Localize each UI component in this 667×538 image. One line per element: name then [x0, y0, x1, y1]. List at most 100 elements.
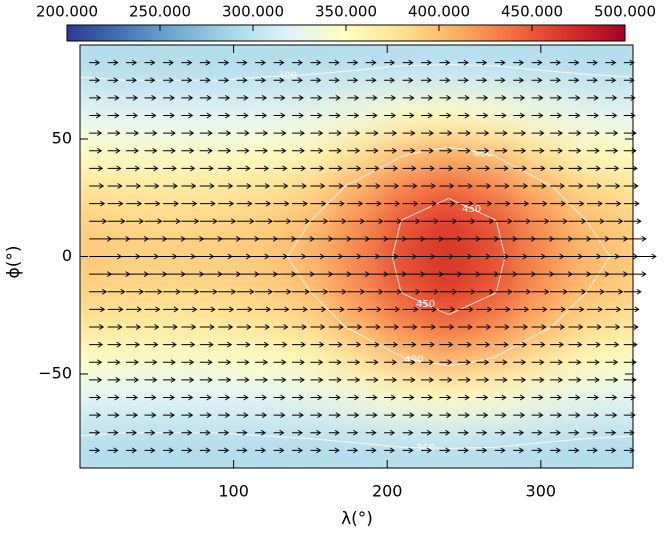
- wind-arrow: [365, 165, 380, 172]
- wind-arrow: [402, 306, 419, 313]
- wind-arrow: [550, 288, 568, 295]
- wind-arrow: [255, 94, 268, 101]
- wind-arrow: [236, 147, 250, 154]
- wind-arrow: [310, 130, 324, 137]
- wind-arrow: [550, 429, 561, 436]
- wind-arrow: [513, 165, 528, 172]
- wind-arrow: [273, 147, 287, 154]
- heat-cell: [470, 449, 519, 468]
- wind-arrow: [310, 429, 322, 436]
- wind-arrow: [291, 59, 303, 66]
- wind-arrow: [255, 59, 267, 66]
- wind-arrow: [236, 447, 248, 454]
- wind-arrow: [605, 130, 619, 137]
- wind-arrow: [144, 412, 157, 419]
- heat-cell: [608, 45, 633, 64]
- wind-arrow: [236, 359, 250, 366]
- wind-arrow: [568, 77, 580, 84]
- wind-arrow: [236, 112, 249, 119]
- wind-arrow: [236, 341, 251, 348]
- wind-arrow: [162, 130, 176, 137]
- wind-arrow: [273, 130, 287, 137]
- wind-arrow: [586, 218, 605, 225]
- wind-arrow: [236, 59, 248, 66]
- wind-arrow: [421, 200, 437, 207]
- wind-arrow: [218, 200, 235, 207]
- wind-arrow: [273, 376, 287, 383]
- wind-arrow: [550, 394, 562, 401]
- wind-arrow: [531, 341, 546, 348]
- wind-arrow: [365, 359, 379, 366]
- wind-arrow: [273, 324, 289, 330]
- wind-arrow: [199, 429, 211, 436]
- wind-arrow: [181, 376, 195, 383]
- wind-arrow: [291, 288, 310, 295]
- x-tick-label: 300: [526, 482, 557, 501]
- wind-arrow: [513, 218, 532, 225]
- wind-arrow: [568, 412, 581, 419]
- wind-arrow: [384, 447, 396, 454]
- wind-arrow: [310, 376, 324, 383]
- heat-cell: [240, 449, 289, 468]
- wind-arrow: [476, 200, 493, 207]
- wind-arrow: [605, 306, 622, 313]
- wind-arrow: [439, 147, 453, 154]
- wind-arrow: [439, 112, 452, 119]
- contour-label: 450: [416, 299, 435, 310]
- wind-arrow: [181, 412, 194, 419]
- wind-arrow: [531, 183, 547, 189]
- wind-arrow: [126, 412, 139, 419]
- wind-arrow: [550, 324, 565, 330]
- wind-arrow: [476, 359, 490, 366]
- wind-arrow: [550, 165, 564, 172]
- wind-arrow: [439, 288, 458, 295]
- wind-arrow: [236, 200, 253, 207]
- wind-arrow: [255, 306, 272, 313]
- wind-arrow: [144, 77, 156, 84]
- wind-arrow: [126, 341, 141, 348]
- wind-arrow: [347, 165, 362, 172]
- wind-arrow: [144, 94, 157, 101]
- wind-arrow: [144, 447, 156, 454]
- wind-arrow: [199, 77, 211, 84]
- wind-arrow: [457, 77, 469, 84]
- wind-arrow: [126, 77, 138, 84]
- wind-arrow: [365, 429, 377, 436]
- wind-arrow: [421, 130, 434, 137]
- wind-arrow: [236, 165, 251, 172]
- heat-cell: [378, 449, 427, 468]
- wind-arrow: [291, 183, 307, 189]
- wind-arrow: [126, 147, 140, 154]
- wind-arrow: [107, 429, 119, 436]
- wind-arrow: [439, 130, 453, 137]
- wind-arrow: [255, 130, 269, 137]
- wind-arrow: [439, 165, 454, 172]
- wind-arrow: [107, 324, 123, 330]
- wind-arrow: [89, 165, 104, 172]
- wind-arrow: [494, 341, 509, 348]
- wind-arrow: [236, 394, 249, 401]
- wind-arrow: [421, 359, 434, 366]
- wind-arrow: [402, 359, 416, 366]
- wind-arrow: [384, 94, 397, 101]
- wind-arrow: [476, 288, 495, 295]
- wind-arrow: [89, 394, 102, 401]
- wind-arrow: [218, 447, 230, 454]
- wind-arrow: [586, 359, 600, 366]
- wind-arrow: [623, 429, 635, 436]
- wind-arrow: [586, 341, 601, 348]
- wind-arrow: [457, 429, 469, 436]
- wind-arrow: [162, 183, 178, 189]
- wind-arrow: [126, 130, 140, 137]
- wind-arrow: [550, 376, 563, 383]
- wind-arrow: [310, 306, 327, 313]
- wind-arrow: [199, 200, 216, 207]
- wind-arrow: [218, 130, 232, 137]
- wind-arrow: [494, 324, 510, 330]
- colorbar-tick-label: 300.000: [222, 3, 284, 21]
- wind-arrow: [236, 218, 255, 225]
- wind-arrow: [144, 59, 156, 66]
- wind-arrow: [144, 112, 157, 119]
- wind-arrow: [291, 306, 308, 313]
